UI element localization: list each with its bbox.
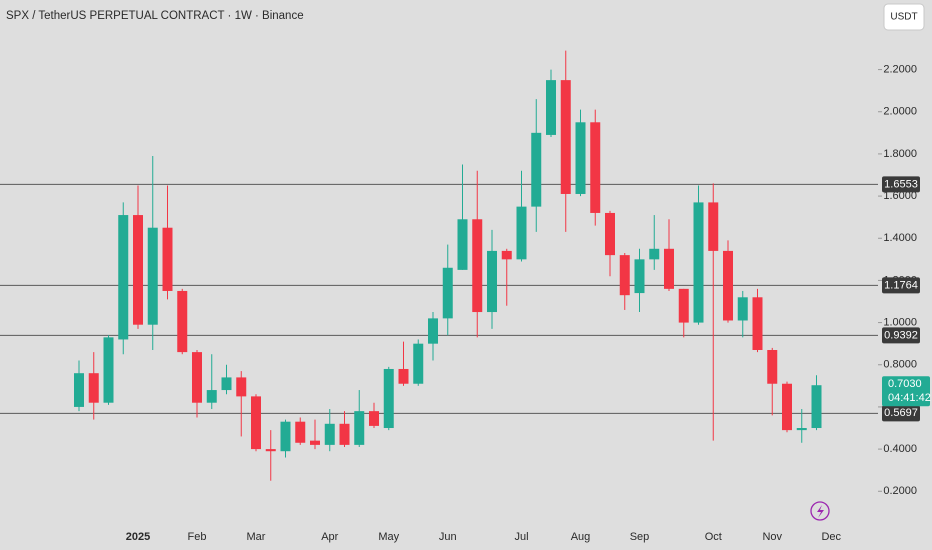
last-price-box bbox=[882, 376, 930, 407]
x-tick-label: Jun bbox=[439, 531, 457, 543]
candle-body bbox=[605, 212, 615, 256]
y-tick-label: 1.4000 bbox=[883, 232, 917, 244]
candle-body bbox=[649, 248, 660, 260]
x-tick-label: Apr bbox=[321, 531, 338, 543]
lightning-icon[interactable] bbox=[810, 501, 830, 521]
candle-body bbox=[811, 385, 822, 429]
candle-body bbox=[723, 250, 733, 321]
candle-body bbox=[74, 373, 84, 407]
candle-body bbox=[752, 297, 763, 350]
candle-body bbox=[133, 215, 143, 325]
candle-body bbox=[192, 352, 202, 403]
candle-body bbox=[310, 440, 320, 445]
candle-body bbox=[118, 215, 129, 340]
candle-body bbox=[236, 377, 247, 397]
x-tick-label: May bbox=[378, 531, 399, 543]
y-tick-label: 1.0000 bbox=[883, 316, 917, 328]
y-tick-label: 2.2000 bbox=[883, 63, 917, 75]
candle-body bbox=[546, 80, 556, 135]
level-tag-label: 0.5697 bbox=[884, 407, 918, 419]
x-tick-label: Mar bbox=[247, 531, 266, 543]
currency-button-label[interactable]: USDT bbox=[890, 12, 917, 23]
countdown-label: 04:41:42 bbox=[888, 392, 931, 404]
level-tag-box bbox=[882, 176, 920, 193]
candle-body bbox=[383, 368, 394, 429]
candle-body bbox=[472, 219, 483, 313]
candle-body bbox=[413, 343, 424, 384]
level-tag: 0.5697 bbox=[882, 405, 920, 422]
candle-body bbox=[354, 411, 365, 445]
level-tag-label: 0.9392 bbox=[884, 329, 918, 341]
candle-body bbox=[147, 227, 158, 325]
candle-body bbox=[162, 227, 173, 291]
candle-body bbox=[767, 350, 778, 384]
candle-body bbox=[590, 122, 601, 213]
x-tick-label: Dec bbox=[821, 531, 841, 543]
x-tick-label: Feb bbox=[188, 531, 207, 543]
candle-body bbox=[531, 132, 542, 207]
level-tag: 0.9392 bbox=[882, 327, 920, 344]
x-tick-label: Nov bbox=[762, 531, 782, 543]
candle-body bbox=[560, 80, 571, 194]
candle-body bbox=[339, 423, 350, 445]
candle-body bbox=[177, 290, 188, 353]
level-tag: 1.1764 bbox=[882, 277, 920, 294]
candle-body bbox=[442, 267, 453, 319]
last-price-label: 0.7030 bbox=[888, 378, 922, 390]
x-tick-label: Oct bbox=[705, 531, 722, 543]
y-tick-label: 0.4000 bbox=[883, 443, 917, 455]
x-tick-label: Jul bbox=[514, 531, 528, 543]
candle-body bbox=[398, 368, 409, 384]
level-tag-label: 1.6553 bbox=[884, 178, 918, 190]
level-tag-label: 1.1764 bbox=[884, 279, 918, 291]
y-tick-label: 0.8000 bbox=[883, 359, 917, 371]
candle-body bbox=[295, 421, 306, 443]
level-tag: 1.6553 bbox=[882, 176, 920, 193]
candle-body bbox=[737, 297, 748, 321]
y-tick-label: 1.6000 bbox=[883, 190, 917, 202]
candle-body bbox=[88, 373, 99, 403]
candle-body bbox=[634, 259, 645, 294]
chart-title: SPX / TetherUS PERPETUAL CONTRACT · 1W ·… bbox=[6, 10, 304, 22]
candle-body bbox=[678, 288, 689, 323]
candle-body bbox=[103, 337, 114, 403]
candle-body bbox=[782, 383, 792, 431]
x-tick-label: 2025 bbox=[126, 531, 150, 543]
candle-body bbox=[664, 248, 674, 289]
candle-body bbox=[369, 411, 379, 426]
candle-body bbox=[575, 122, 586, 194]
y-tick-label: 0.2000 bbox=[883, 485, 917, 497]
last-price-tag: 0.7030 04:41:42 bbox=[882, 376, 931, 407]
candle-body bbox=[501, 250, 512, 260]
level-tag-box bbox=[882, 277, 920, 294]
candle-body bbox=[428, 318, 438, 344]
y-tick-label: 1.8000 bbox=[883, 148, 917, 160]
x-tick-label: Sep bbox=[630, 531, 650, 543]
currency-button[interactable]: USDT bbox=[883, 3, 925, 31]
lightning-bolt[interactable] bbox=[817, 505, 824, 518]
candle-body bbox=[516, 206, 527, 260]
lightning-circle[interactable] bbox=[810, 501, 830, 521]
candle-body bbox=[457, 219, 468, 270]
candle-body bbox=[693, 202, 704, 323]
candle-body bbox=[324, 423, 335, 445]
candle-body bbox=[221, 377, 232, 391]
candle-body bbox=[619, 255, 630, 296]
y-tick-label: 2.0000 bbox=[883, 106, 917, 118]
candle-body bbox=[487, 250, 497, 313]
candle-body bbox=[265, 449, 276, 452]
candle-body bbox=[796, 428, 807, 431]
level-tag-box bbox=[882, 327, 920, 344]
level-tag-box bbox=[882, 405, 920, 422]
candle-body bbox=[280, 421, 291, 452]
currency-button-box[interactable] bbox=[883, 3, 925, 31]
candle-body bbox=[708, 202, 719, 251]
candle-body bbox=[251, 396, 261, 450]
candle-body bbox=[206, 390, 217, 403]
x-tick-label: Aug bbox=[571, 531, 591, 543]
